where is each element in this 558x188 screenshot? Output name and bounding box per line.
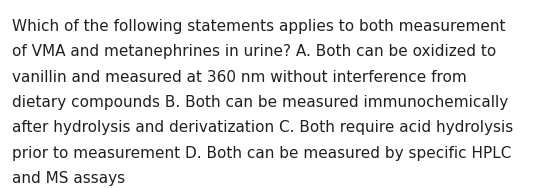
Text: vanillin and measured at 360 nm without interference from: vanillin and measured at 360 nm without … [12,70,467,85]
Text: Which of the following statements applies to both measurement: Which of the following statements applie… [12,19,506,34]
Text: and MS assays: and MS assays [12,171,126,186]
Text: after hydrolysis and derivatization C. Both require acid hydrolysis: after hydrolysis and derivatization C. B… [12,120,513,135]
Text: prior to measurement D. Both can be measured by specific HPLC: prior to measurement D. Both can be meas… [12,146,512,161]
Text: dietary compounds B. Both can be measured immunochemically: dietary compounds B. Both can be measure… [12,95,508,110]
Text: of VMA and metanephrines in urine? A. Both can be oxidized to: of VMA and metanephrines in urine? A. Bo… [12,44,497,59]
